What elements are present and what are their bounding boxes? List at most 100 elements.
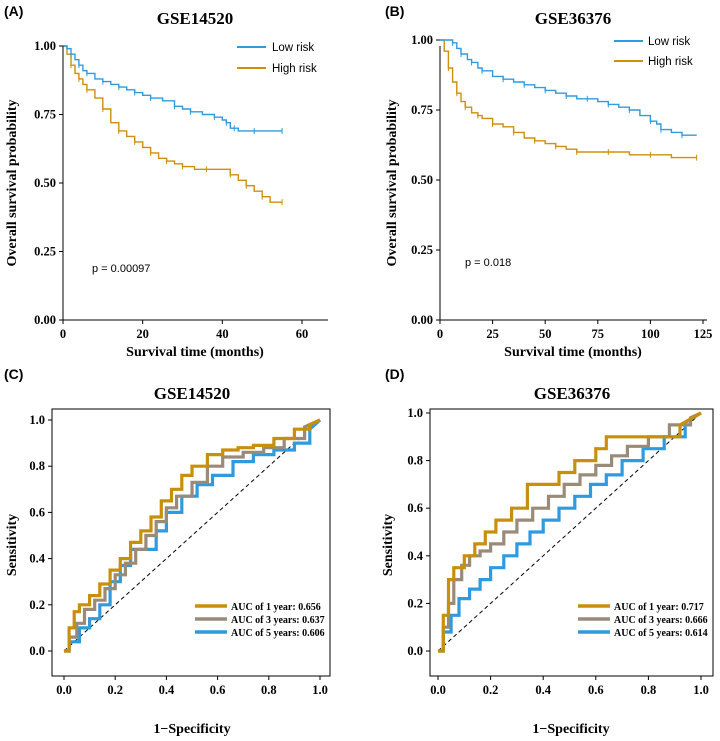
series-line-high-risk [63, 45, 283, 203]
legend-label-5yr: AUC of 5 years: 0.606 [231, 628, 325, 639]
plot-area-a [59, 45, 303, 324]
y-tick-label: 0.50 [411, 173, 433, 187]
x-axis-label-b: Survival time (months) [504, 345, 642, 360]
panel-c: (C) GSE14520 0.0 0.2 0.4 0.6 0.8 1.0 0.0… [4, 366, 331, 737]
x-tick-label: 0.8 [641, 683, 657, 697]
chart-title-a: GSE14520 [157, 9, 234, 28]
y-tick-label: 0.00 [34, 313, 56, 327]
x-tick-label: 0.8 [261, 683, 277, 697]
x-tick-label: 1.0 [312, 683, 328, 697]
legend-label-low: Low risk [272, 42, 314, 54]
y-tick-label: 0.75 [34, 108, 56, 122]
x-ticks-a: 0 20 40 60 [60, 327, 308, 341]
panel-label-a: (A) [4, 3, 23, 19]
y-tick-label: 0.4 [407, 549, 423, 563]
x-tick-label: 0.6 [210, 683, 226, 697]
diagonal-reference-line [437, 412, 702, 652]
y-tick-label: 0.0 [407, 644, 423, 658]
series-line-auc-of-3-years-0-666 [438, 411, 702, 653]
plot-frame-d [429, 408, 714, 677]
plot-area-c [48, 418, 322, 680]
y-axis-label-a: Overall survival probability [5, 100, 20, 267]
y-tick-label: 0.6 [407, 501, 423, 515]
x-tick-label: 100 [641, 327, 660, 341]
x-tick-label: 0.6 [588, 683, 604, 697]
x-tick-label: 25 [486, 327, 499, 341]
series-line-auc-of-5-years-0-606 [64, 418, 322, 653]
y-ticks-a: 0.00 0.25 0.50 0.75 1.00 [34, 39, 56, 327]
x-tick-label: 20 [136, 327, 149, 341]
plot-area-d [426, 411, 702, 680]
p-value-a: p = 0.00097 [92, 263, 150, 275]
x-tick-label: 50 [539, 327, 552, 341]
y-tick-label: 0.2 [407, 596, 423, 610]
y-axis-label-b: Overall survival probability [385, 100, 400, 267]
legend-label-high: High risk [648, 56, 693, 68]
x-ticks-b: 0 25 50 75 100 125 [437, 327, 713, 341]
panel-label-b: (B) [385, 3, 404, 19]
series-line-low-risk [63, 45, 283, 132]
x-ticks-d: 0.0 0.2 0.4 0.6 0.8 1.0 [430, 683, 709, 697]
series-line-auc-of-1-year-0-656 [64, 418, 321, 653]
panel-b: (B) GSE36376 0.00 0.25 0.50 0.75 1.00 0 … [385, 3, 712, 360]
y-tick-label: 0.25 [411, 243, 433, 257]
p-value-b: p = 0.018 [465, 257, 511, 269]
x-tick-label: 0.2 [483, 683, 499, 697]
x-ticks-c: 0.0 0.2 0.4 0.6 0.8 1.0 [56, 683, 328, 697]
x-tick-label: 0.4 [535, 683, 551, 697]
y-tick-label: 0.0 [29, 644, 45, 658]
series-line-auc-of-5-years-0-614 [438, 411, 702, 653]
y-tick-label: 1.00 [411, 33, 433, 47]
chart-title-b: GSE36376 [535, 9, 612, 28]
y-tick-label: 0.75 [411, 103, 433, 117]
y-tick-label: 1.00 [34, 39, 56, 53]
legend-label-3yr: AUC of 3 years: 0.666 [614, 615, 708, 626]
x-tick-label: 1.0 [693, 683, 709, 697]
x-tick-label: 0.0 [56, 683, 72, 697]
x-tick-label: 0.0 [430, 683, 446, 697]
legend-label-1yr: AUC of 1 year: 0.717 [614, 602, 704, 613]
series-line-auc-of-3-years-0-637 [64, 418, 321, 653]
series-line-high-risk [440, 39, 697, 159]
x-axis-label-c: 1−Specificity [153, 722, 230, 737]
legend-label-3yr: AUC of 3 years: 0.637 [231, 615, 325, 626]
y-tick-label: 1.0 [407, 406, 423, 420]
y-tick-label: 1.0 [29, 413, 45, 427]
y-axis-label-d: Sensitivity [381, 514, 396, 576]
chart-title-d: GSE36376 [534, 384, 611, 403]
y-ticks-c: 0.0 0.2 0.4 0.6 0.8 1.0 [29, 413, 45, 658]
y-tick-label: 0.8 [29, 459, 45, 473]
legend-d: AUC of 1 year: 0.717 AUC of 3 years: 0.6… [578, 602, 708, 639]
x-tick-label: 0.2 [107, 683, 123, 697]
legend-label-high: High risk [272, 63, 317, 75]
x-tick-label: 0.4 [159, 683, 175, 697]
plot-frame-c [51, 408, 331, 677]
legend-label-1yr: AUC of 1 year: 0.656 [231, 602, 321, 613]
x-tick-label: 40 [216, 327, 229, 341]
legend-label-5yr: AUC of 5 years: 0.614 [614, 628, 708, 639]
x-axis-label-d: 1−Specificity [532, 722, 609, 737]
y-tick-label: 0.4 [29, 552, 45, 566]
diagonal-reference-line [63, 419, 321, 652]
series-line-auc-of-1-year-0-717 [438, 411, 702, 653]
x-tick-label: 0 [60, 327, 66, 341]
y-ticks-d: 0.0 0.2 0.4 0.6 0.8 1.0 [407, 406, 423, 658]
y-tick-label: 0.8 [407, 454, 423, 468]
chart-title-c: GSE14520 [154, 384, 231, 403]
legend-c: AUC of 1 year: 0.656 AUC of 3 years: 0.6… [195, 602, 325, 639]
y-axis-label-c: Sensitivity [5, 514, 20, 576]
legend-label-low: Low risk [648, 36, 690, 48]
y-tick-label: 0.25 [34, 245, 56, 259]
x-tick-label: 60 [296, 327, 309, 341]
y-tick-label: 0.50 [34, 176, 56, 190]
y-tick-label: 0.6 [29, 505, 45, 519]
panel-a: (A) GSE14520 0.00 0.25 0.50 0.75 1.00 0 … [4, 3, 328, 360]
legend-b: Low risk High risk [614, 36, 693, 68]
x-tick-label: 125 [694, 327, 713, 341]
x-tick-label: 0 [437, 327, 443, 341]
y-ticks-b: 0.00 0.25 0.50 0.75 1.00 [411, 33, 433, 327]
panel-d: (D) GSE36376 0.0 0.2 0.4 0.6 0.8 1.0 0.0… [381, 366, 714, 737]
legend-a: Low risk High risk [237, 42, 317, 75]
y-tick-label: 0.2 [29, 598, 45, 612]
